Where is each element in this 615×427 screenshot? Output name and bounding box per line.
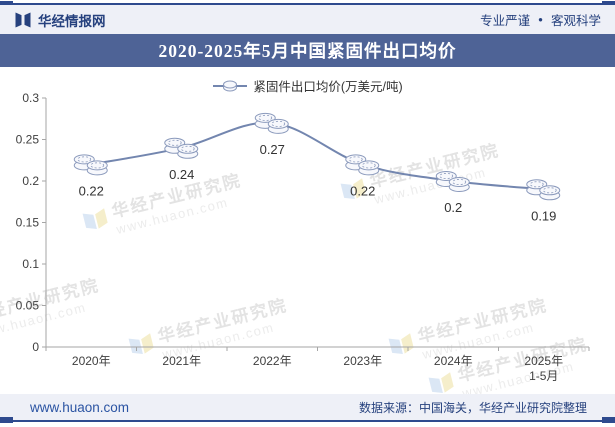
bottom-rule-right-cap xyxy=(602,417,615,423)
data-point-label: 0.19 xyxy=(531,208,556,223)
data-point-label: 0.22 xyxy=(350,183,375,198)
data-point-marker xyxy=(164,137,199,159)
svg-text:2021年: 2021年 xyxy=(162,354,201,368)
tagline-bullet-icon: ● xyxy=(538,14,543,24)
page-title: 2020-2025年5月中国紧固件出口均价 xyxy=(158,41,457,61)
chart-svg: 0 0.05 0.1 0.15 0.2 0.25 0.3 2020年 2021年 2022年 202… xyxy=(16,91,590,383)
brand: 华经情报网 xyxy=(14,10,106,30)
svg-text:0.25: 0.25 xyxy=(16,133,40,147)
header-tagline: 专业严谨 ● 客观科学 xyxy=(480,10,601,29)
data-point-marker xyxy=(73,154,108,176)
data-point-marker xyxy=(435,171,470,192)
legend-line-marker-icon xyxy=(212,79,248,93)
chart-area: 华经产业研究院 www.huaon.com 华经产业研究院 www.huaon.co… xyxy=(0,67,615,401)
svg-text:2022年: 2022年 xyxy=(253,354,292,368)
header-band: 华经情报网 专业严谨 ● 客观科学 xyxy=(0,5,615,34)
svg-text:0.3: 0.3 xyxy=(22,91,39,105)
data-point-label: 0.27 xyxy=(260,142,285,157)
top-rule-right-cap xyxy=(602,1,615,7)
data-point-label: 0.2 xyxy=(444,200,462,215)
svg-text:0.05: 0.05 xyxy=(16,299,40,313)
tagline-left: 专业严谨 xyxy=(480,14,531,28)
footer-site-link[interactable]: www.huaon.com xyxy=(30,399,130,415)
data-point-marker xyxy=(526,179,561,201)
svg-text:0: 0 xyxy=(32,340,39,354)
data-source-note: 数据来源：中国海关，华经产业研究院整理 xyxy=(358,400,587,415)
data-point-marker xyxy=(254,112,289,134)
data-point-label: 0.24 xyxy=(169,167,194,182)
svg-text:0.15: 0.15 xyxy=(16,216,40,230)
svg-text:2020年: 2020年 xyxy=(72,354,111,368)
svg-text:0.1: 0.1 xyxy=(22,257,39,271)
bottom-rule xyxy=(0,420,615,422)
chart-title-bar: 2020-2025年5月中国紧固件出口均价 xyxy=(0,34,615,67)
top-rule xyxy=(0,3,615,5)
huaon-logo-icon xyxy=(14,11,32,29)
brand-label: 华经情报网 xyxy=(38,13,106,29)
legend-label: 紧固件出口均价(万美元/吨) xyxy=(253,80,403,94)
svg-text:2023年: 2023年 xyxy=(343,354,382,368)
data-point-marker xyxy=(345,154,380,176)
svg-text:2024年: 2024年 xyxy=(434,354,473,368)
data-point-label: 0.22 xyxy=(79,183,104,198)
footer-band: www.huaon.com 数据来源：中国海关，华经产业研究院整理 xyxy=(0,394,615,420)
chart-legend: 紧固件出口均价(万美元/吨) xyxy=(0,76,615,95)
svg-text:0.2: 0.2 xyxy=(22,174,39,188)
tagline-right: 客观科学 xyxy=(550,14,601,28)
